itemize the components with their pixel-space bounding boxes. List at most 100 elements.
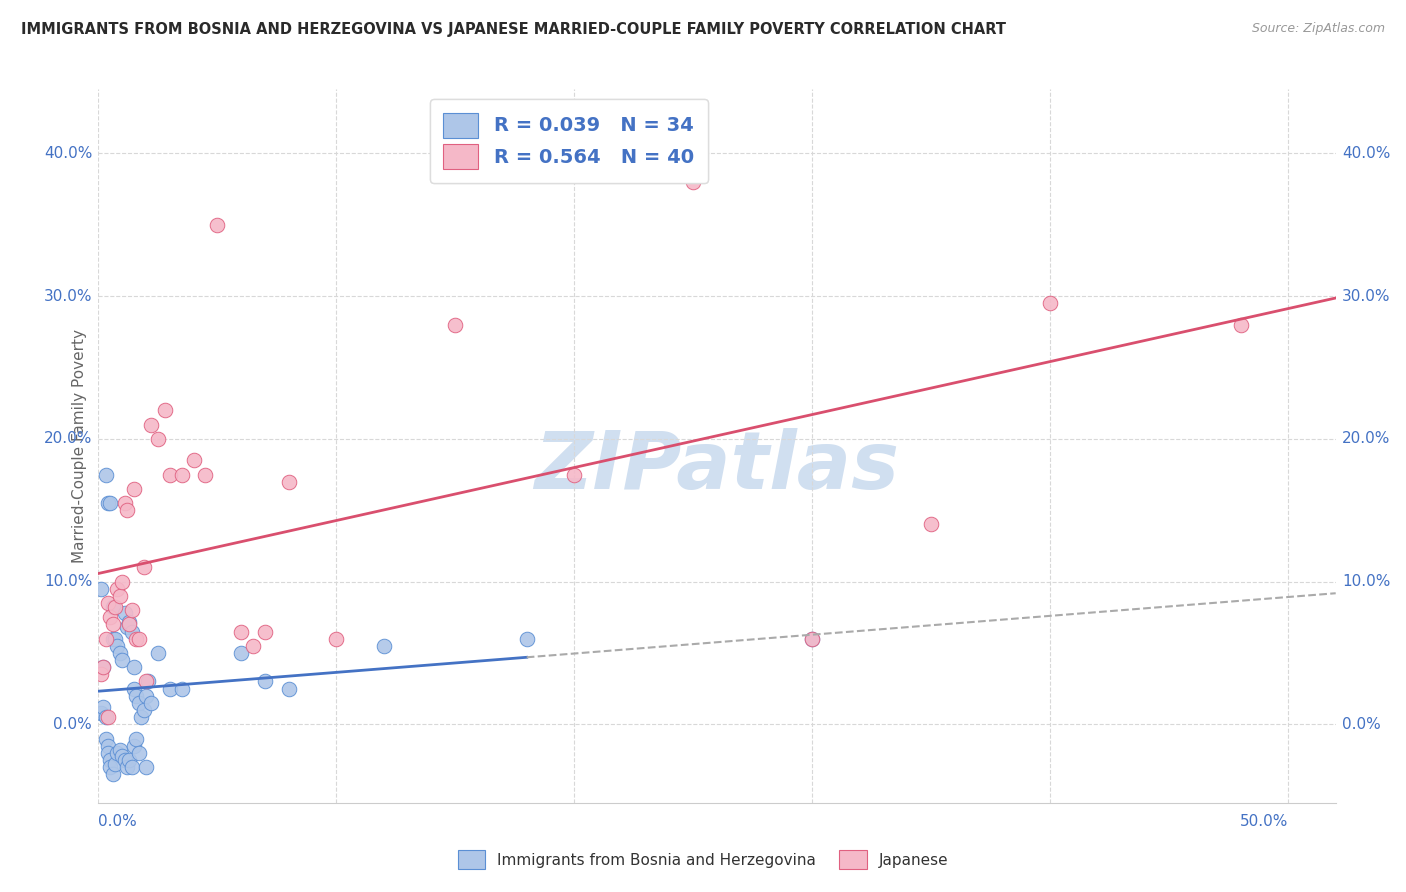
Point [277,681,299,696]
Point [107,582,129,596]
Point [682,175,704,189]
Point [128,632,150,646]
Point [138,674,160,689]
Point [111,574,134,589]
Point [562,467,585,482]
Point [125,731,148,746]
Point [516,632,538,646]
Text: 0.0%: 0.0% [98,814,138,830]
Point [146,432,169,446]
Text: 10.0%: 10.0% [44,574,93,589]
Text: 20.0%: 20.0% [44,432,93,446]
Point [111,653,134,667]
Point [118,753,141,767]
Text: 30.0%: 30.0% [44,289,93,303]
Point [920,517,942,532]
Point [153,403,176,417]
Point [98,760,121,774]
Point [114,753,136,767]
Point [118,617,141,632]
Point [98,496,121,510]
Point [135,760,157,774]
Point [114,496,136,510]
Point [139,417,162,432]
Point [94,731,117,746]
Point [373,639,395,653]
Point [194,467,217,482]
Point [107,639,129,653]
Text: IMMIGRANTS FROM BOSNIA AND HERZEGOVINA VS JAPANESE MARRIED-COUPLE FAMILY POVERTY: IMMIGRANTS FROM BOSNIA AND HERZEGOVINA V… [21,22,1007,37]
Text: 10.0%: 10.0% [1341,574,1391,589]
Point [183,453,205,467]
Point [231,624,253,639]
Point [132,703,155,717]
Point [122,482,145,496]
Point [207,218,229,232]
Point [90,706,112,720]
Text: 50.0%: 50.0% [1240,814,1288,830]
Point [122,660,145,674]
Point [97,746,120,760]
Point [91,660,114,674]
Point [115,503,138,517]
Y-axis label: Married-Couple Family Poverty: Married-Couple Family Poverty [72,329,87,563]
Point [94,467,117,482]
Point [101,617,124,632]
Point [111,748,134,763]
Point [118,615,141,629]
Point [121,603,143,617]
Point [801,632,824,646]
Point [98,610,121,624]
Text: 20.0%: 20.0% [1341,432,1391,446]
Point [128,696,150,710]
Point [101,600,124,615]
Text: 30.0%: 30.0% [1341,289,1391,303]
Point [94,632,117,646]
Point [1229,318,1251,332]
Point [108,589,131,603]
Point [139,696,162,710]
Point [107,746,129,760]
Point [277,475,299,489]
Point [104,600,127,615]
Text: 40.0%: 40.0% [1341,146,1391,161]
Point [122,739,145,753]
Point [114,606,136,620]
Point [125,689,148,703]
Point [170,467,193,482]
Point [104,632,127,646]
Point [97,710,120,724]
Point [108,743,131,757]
Point [132,560,155,574]
Point [97,596,120,610]
Point [253,674,276,689]
Point [242,639,264,653]
Point [104,757,127,772]
Text: ZIPatlas: ZIPatlas [534,428,900,507]
Point [135,674,157,689]
Point [90,582,112,596]
Point [94,710,117,724]
Point [129,710,152,724]
Point [108,646,131,660]
Point [101,767,124,781]
Point [444,318,467,332]
Point [325,632,347,646]
Point [91,660,114,674]
Point [170,681,193,696]
Point [90,667,112,681]
Point [125,632,148,646]
Point [101,632,124,646]
Point [159,467,181,482]
Point [115,760,138,774]
Point [128,746,150,760]
Point [1039,296,1062,310]
Point [115,620,138,634]
Point [801,632,824,646]
Point [121,760,143,774]
Text: 0.0%: 0.0% [1341,717,1381,731]
Text: Source: ZipAtlas.com: Source: ZipAtlas.com [1251,22,1385,36]
Point [231,646,253,660]
Legend: Immigrants from Bosnia and Herzegovina, Japanese: Immigrants from Bosnia and Herzegovina, … [451,844,955,875]
Point [121,624,143,639]
